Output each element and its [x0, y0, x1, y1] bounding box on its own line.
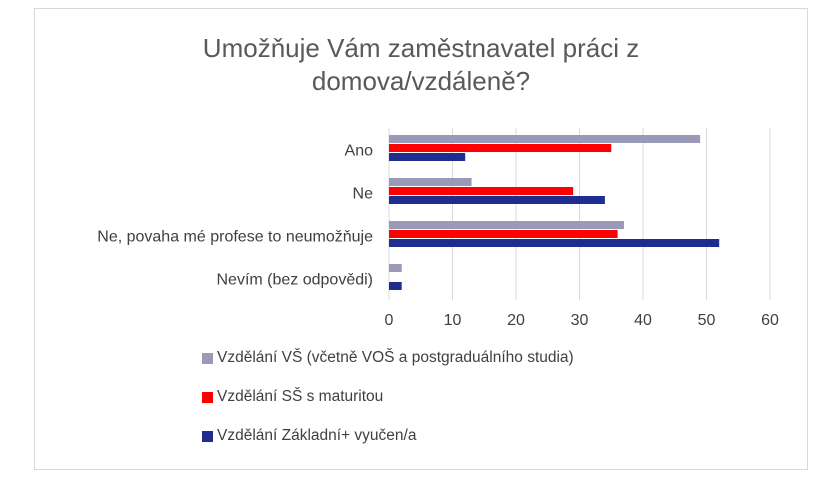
legend-label-vs: Vzdělání VŠ (včetně VOŠ a postgraduálníh… — [217, 349, 574, 366]
x-tick-label-50: 50 — [698, 312, 716, 329]
bar-0-1 — [389, 144, 612, 152]
category-label-1: Ne — [353, 186, 374, 203]
x-tick-label-40: 40 — [634, 312, 652, 329]
x-tick-label-0: 0 — [385, 312, 394, 329]
category-label-0: Ano — [345, 143, 374, 160]
legend-item-zakladni: Vzdělání Základní+ vyučen/a — [202, 427, 574, 444]
legend-label-ss: Vzdělání SŠ s maturitou — [217, 388, 384, 405]
category-label-2: Ne, povaha mé profese to neumožňuje — [97, 229, 373, 246]
bar-3-2 — [389, 282, 402, 290]
bar-2-2 — [389, 239, 720, 247]
legend-item-vs: Vzdělání VŠ (včetně VOŠ a postgraduálníh… — [202, 349, 574, 366]
category-label-3: Nevím (bez odpovědi) — [216, 272, 373, 289]
bar-2-0 — [389, 221, 624, 229]
chart-title-line-1: Umožňuje Vám zaměstnavatel práci z — [202, 33, 640, 63]
legend-swatch-vs — [202, 352, 213, 364]
x-tick-label-30: 30 — [571, 312, 589, 329]
x-tick-label-20: 20 — [507, 312, 525, 329]
legend-swatch-ss — [202, 391, 213, 403]
legend-label-zakladni: Vzdělání Základní+ vyučen/a — [217, 427, 417, 444]
bar-1-2 — [389, 196, 605, 204]
legend-swatch-zakladni — [202, 430, 213, 442]
chart-legend: Vzdělání VŠ (včetně VOŠ a postgraduálníh… — [202, 349, 574, 467]
bar-2-1 — [389, 230, 618, 238]
bar-3-0 — [389, 264, 402, 272]
legend-item-ss: Vzdělání SŠ s maturitou — [202, 388, 574, 405]
x-tick-label-60: 60 — [761, 312, 779, 329]
x-tick-label-10: 10 — [444, 312, 462, 329]
chart-title: Umožňuje Vám zaměstnavatel práci z domov… — [34, 32, 808, 98]
bar-0-2 — [389, 153, 466, 161]
bar-1-1 — [389, 187, 574, 195]
bar-0-0 — [389, 135, 701, 143]
bar-1-0 — [389, 178, 472, 186]
chart-title-line-2: domova/vzdáleně? — [311, 66, 531, 96]
